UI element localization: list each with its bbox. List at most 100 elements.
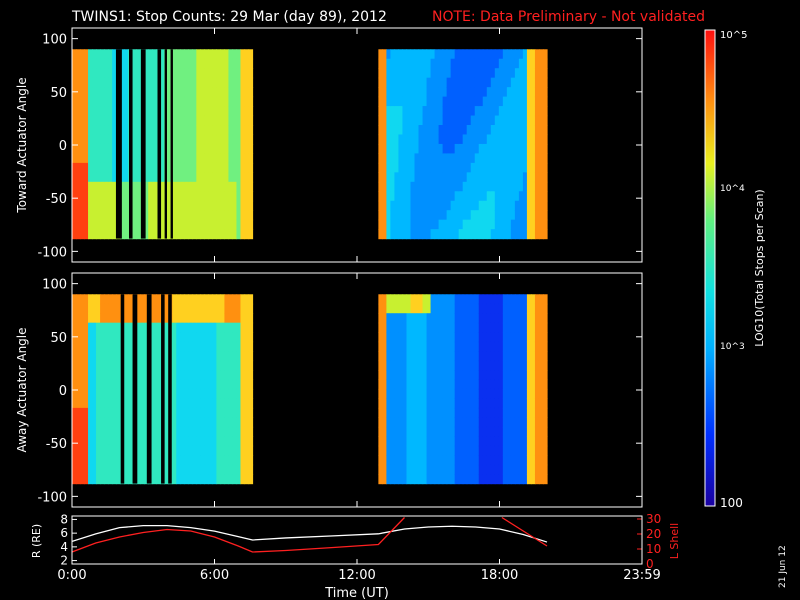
heatmap-cell xyxy=(498,181,504,192)
heatmap-cell xyxy=(410,464,416,475)
heatmap-cell xyxy=(402,398,408,409)
heatmap-cell xyxy=(486,332,492,343)
heatmap-cell xyxy=(382,58,388,69)
heatmap-cell xyxy=(188,322,193,333)
heatmap-cell xyxy=(394,379,400,390)
heatmap-cell xyxy=(224,172,230,183)
heatmap-cell xyxy=(88,68,93,79)
heatmap-cell xyxy=(518,219,524,230)
heatmap-cell xyxy=(108,474,113,485)
heatmap-cell xyxy=(446,77,452,88)
heatmap-cell xyxy=(422,134,428,145)
heatmap-cell xyxy=(398,351,404,362)
heatmap-cell xyxy=(410,172,416,183)
heatmap-cell xyxy=(466,445,472,456)
heatmap-cell xyxy=(108,210,113,221)
heatmap-cell xyxy=(132,106,137,117)
heatmap-cell xyxy=(156,426,161,437)
heatmap-cell xyxy=(502,172,508,183)
heatmap-cell xyxy=(446,436,452,447)
heatmap-cell xyxy=(228,407,234,418)
heatmap-cell xyxy=(450,96,456,107)
heatmap-cell xyxy=(418,58,424,69)
heatmap-cell xyxy=(470,322,476,333)
heatmap-cell xyxy=(188,370,193,381)
heatmap-cell xyxy=(184,332,189,343)
heatmap-cell xyxy=(120,181,125,192)
heatmap-cell xyxy=(192,417,197,428)
heatmap-cell xyxy=(426,407,432,418)
heatmap-cell xyxy=(156,464,161,475)
heatmap-cell xyxy=(466,200,472,211)
heatmap-cell xyxy=(228,153,234,164)
heatmap-cell xyxy=(104,464,109,475)
heatmap-cell xyxy=(446,294,452,305)
heatmap-cell xyxy=(502,398,508,409)
heatmap-cell xyxy=(188,153,193,164)
heatmap-cell xyxy=(446,398,452,409)
heatmap-cell xyxy=(232,370,238,381)
heatmap-cell xyxy=(538,455,544,466)
heatmap-cell xyxy=(502,436,508,447)
heatmap-cell xyxy=(144,474,149,485)
heatmap-cell xyxy=(120,143,125,155)
heatmap-cell xyxy=(442,455,448,466)
heatmap-cell xyxy=(236,58,242,69)
heatmap-cell xyxy=(140,351,145,362)
heatmap-cell xyxy=(446,181,452,192)
heatmap-cell xyxy=(204,68,209,79)
heatmap-cell xyxy=(414,134,420,145)
heatmap-cell xyxy=(144,332,149,343)
heatmap-cell xyxy=(148,181,153,192)
heatmap-cell xyxy=(208,474,213,485)
heatmap-cell xyxy=(184,464,189,475)
heatmap-cell xyxy=(506,87,512,98)
heatmap-cell xyxy=(434,172,440,183)
heatmap-cell xyxy=(176,229,181,240)
heatmap-cell xyxy=(482,426,488,437)
heatmap-cell xyxy=(382,398,388,409)
heatmap-cell xyxy=(386,68,392,79)
heatmap-cell xyxy=(450,445,456,456)
heatmap-cell xyxy=(104,58,109,69)
heatmap-cell xyxy=(414,96,420,107)
heatmap-cell xyxy=(382,162,388,173)
heatmap-cell xyxy=(446,115,452,126)
heatmap-cell xyxy=(172,294,177,305)
heatmap-cell xyxy=(434,388,440,400)
heatmap-cell xyxy=(378,153,383,164)
heatmap-cell xyxy=(240,219,246,230)
heatmap-cell xyxy=(510,191,516,202)
heatmap-cell xyxy=(510,125,516,136)
heatmap-cell xyxy=(402,370,408,381)
heatmap-cell xyxy=(526,398,532,409)
heatmap-cell xyxy=(438,379,444,390)
heatmap-cell xyxy=(184,229,189,240)
heatmap-cell xyxy=(494,134,500,145)
heatmap-cell xyxy=(474,351,480,362)
heatmap-cell xyxy=(442,219,448,230)
heatmap-cell xyxy=(426,191,432,202)
heatmap-cell xyxy=(514,87,520,98)
heatmap-cell xyxy=(426,229,432,240)
heatmap-cell xyxy=(84,322,89,333)
heatmap-cell xyxy=(112,68,117,79)
heatmap-cell xyxy=(172,162,177,173)
heatmap-cell xyxy=(514,426,520,437)
heatmap-cell xyxy=(514,322,520,333)
heatmap-cell xyxy=(438,398,444,409)
heatmap-cell xyxy=(486,49,492,60)
heatmap-cell xyxy=(120,58,125,69)
heatmap-cell xyxy=(454,303,460,314)
heatmap-cell xyxy=(212,143,217,155)
heatmap-cell xyxy=(486,96,492,107)
heatmap-cell xyxy=(378,96,383,107)
heatmap-cell xyxy=(120,210,125,221)
heatmap-cell xyxy=(188,58,193,69)
heatmap-cell xyxy=(538,181,544,192)
heatmap-cell xyxy=(530,210,536,221)
heatmap-cell xyxy=(426,445,432,456)
heatmap-cell xyxy=(538,426,544,437)
heatmap-cell xyxy=(176,143,181,155)
heatmap-cell xyxy=(84,379,89,390)
